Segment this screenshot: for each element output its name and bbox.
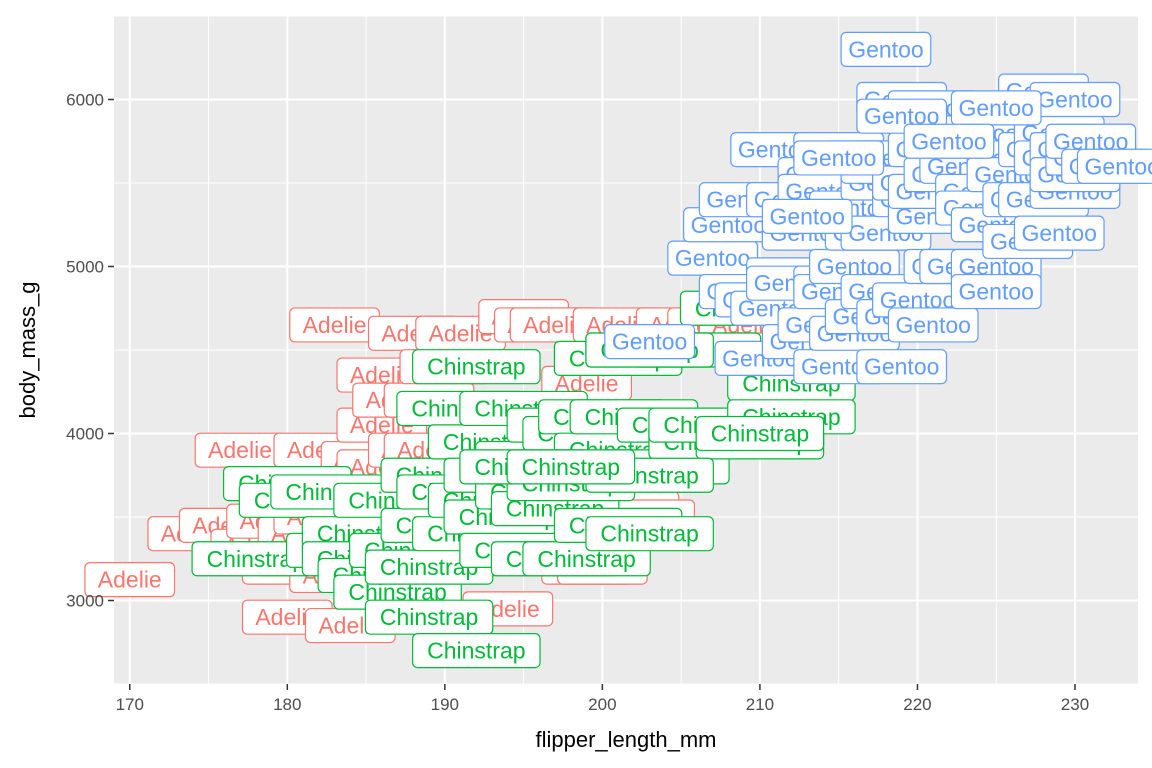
point-label-gentoo: Gentoo <box>793 140 885 176</box>
point-label-gentoo: Gentoo <box>887 307 979 343</box>
x-axis-title: flipper_length_mm <box>536 727 717 752</box>
point-label-gentoo: Gentoo <box>950 273 1042 310</box>
point-label-gentoo: Gentoo <box>1013 215 1105 251</box>
label-box <box>887 307 979 343</box>
label-text: Gentoo <box>769 203 844 229</box>
label-text: Gentoo <box>911 128 986 154</box>
label-text: Gentoo <box>958 279 1033 305</box>
label-box <box>840 31 932 68</box>
point-label-gentoo: Gentoo <box>761 198 853 234</box>
label-box <box>585 516 714 552</box>
point-label-chinstrap: Chinstrap <box>412 632 541 669</box>
label-box <box>412 632 541 669</box>
label-text: Chinstrap <box>711 421 809 447</box>
point-label-adelie: Adelie <box>289 307 380 343</box>
label-text: Gentoo <box>1085 153 1152 179</box>
label-text: Gentoo <box>612 329 687 355</box>
x-tick-label: 230 <box>1061 695 1089 714</box>
label-box <box>1013 215 1105 251</box>
label-text: Chinstrap <box>380 604 478 630</box>
label-text: Gentoo <box>864 354 939 380</box>
label-text: Adelie <box>98 567 162 593</box>
y-tick-label: 4000 <box>66 425 104 444</box>
point-label-gentoo: Gentoo <box>667 240 759 276</box>
label-text: Gentoo <box>1022 220 1097 246</box>
y-tick-label: 5000 <box>66 258 104 277</box>
label-box <box>412 349 541 385</box>
x-axis: 170 180 190 200 210 220 230 <box>116 684 1089 714</box>
point-label-adelie: Adelie <box>194 432 286 468</box>
label-box <box>903 123 995 159</box>
label-text: Gentoo <box>958 95 1033 121</box>
point-label-adelie: Adelie <box>84 562 176 598</box>
point-label-gentoo: Gentoo <box>1029 81 1121 118</box>
label-box <box>695 415 825 452</box>
y-tick-label: 6000 <box>66 91 104 110</box>
point-label-gentoo: Gentoo <box>1076 148 1152 184</box>
label-box <box>1076 148 1152 184</box>
y-axis-title: body_mass_g <box>15 282 40 419</box>
label-box <box>793 140 885 176</box>
label-box <box>950 273 1042 310</box>
x-tick-label: 170 <box>116 695 144 714</box>
y-tick-label: 3000 <box>66 592 104 611</box>
y-axis: 3000 4000 5000 6000 <box>66 91 114 611</box>
point-label-gentoo: Gentoo <box>950 90 1042 126</box>
label-box <box>950 90 1042 126</box>
point-label-gentoo: Gentoo <box>903 123 995 159</box>
point-label-gentoo: Gentoo <box>840 31 932 68</box>
label-text: Adelie <box>208 437 272 463</box>
label-text: Gentoo <box>1037 87 1112 113</box>
label-text: Chinstrap <box>522 454 620 480</box>
x-tick-label: 190 <box>431 695 459 714</box>
point-label-chinstrap: Chinstrap <box>506 449 636 485</box>
point-label-chinstrap: Chinstrap <box>412 349 541 385</box>
label-box <box>761 198 853 234</box>
point-label-gentoo: Gentoo <box>856 349 948 385</box>
x-tick-label: 200 <box>588 695 616 714</box>
label-text: Gentoo <box>675 245 750 271</box>
label-box <box>506 449 636 485</box>
label-box <box>604 324 696 360</box>
label-box <box>856 349 948 385</box>
label-box <box>84 562 176 598</box>
label-text: Adelie <box>303 312 367 338</box>
point-label-chinstrap: Chinstrap <box>364 599 494 635</box>
label-text: Gentoo <box>895 312 970 338</box>
label-text: Gentoo <box>848 36 923 62</box>
x-tick-label: 220 <box>903 695 931 714</box>
point-label-chinstrap: Chinstrap <box>695 415 825 452</box>
data-labels-layer: AdelieAdelieAdelieAdelieAdelieAdelieAdel… <box>84 31 1152 669</box>
x-tick-label: 210 <box>746 695 774 714</box>
x-tick-label: 180 <box>273 695 301 714</box>
label-text: Gentoo <box>801 145 876 171</box>
point-label-chinstrap: Chinstrap <box>585 516 714 552</box>
label-text: Chinstrap <box>600 521 698 547</box>
point-label-gentoo: Gentoo <box>604 324 696 360</box>
label-text: Chinstrap <box>427 638 525 664</box>
label-text: Chinstrap <box>427 354 525 380</box>
